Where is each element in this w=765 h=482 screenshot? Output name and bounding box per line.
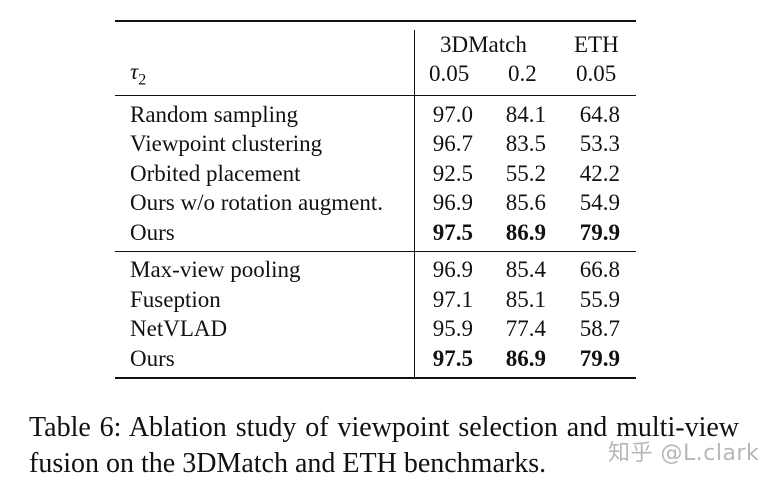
column-separator xyxy=(414,30,415,95)
value-3dmatch-005: 97.0 xyxy=(432,101,473,127)
value-3dmatch-005: 96.7 xyxy=(432,131,473,157)
value-3dmatch-02: 85.1 xyxy=(505,286,546,312)
method-name: Fuseption xyxy=(130,286,221,312)
method-name: Ours xyxy=(130,219,175,245)
value-3dmatch-02: 85.4 xyxy=(505,257,546,283)
value-3dmatch-005: 97.5 xyxy=(432,345,473,371)
method-name: Random sampling xyxy=(130,101,299,127)
ablation-table: τ2 3DMatch ETH 0.05 0.2 0.05 Random samp… xyxy=(115,20,636,379)
value-3dmatch-005: 96.9 xyxy=(432,190,473,216)
value-3dmatch-02: 55.2 xyxy=(505,160,546,186)
value-3dmatch-005: 96.9 xyxy=(432,257,473,283)
method-name: Ours w/o rotation augment. xyxy=(130,190,383,216)
value-eth-005: 54.9 xyxy=(579,190,620,216)
table-row: Orbited placement 92.5 55.2 42.2 xyxy=(115,159,636,189)
table-header: τ2 3DMatch ETH 0.05 0.2 0.05 xyxy=(115,22,636,95)
tau-label: τ2 xyxy=(130,59,146,90)
value-eth-005: 64.8 xyxy=(579,101,620,127)
method-name: Ours xyxy=(130,345,175,371)
table-caption: Table 6: Ablation study of viewpoint sel… xyxy=(29,412,739,479)
table-row: Random sampling 97.0 84.1 64.8 xyxy=(115,100,636,130)
group-header-eth: ETH xyxy=(574,32,619,57)
threshold-3dmatch-02: 0.2 xyxy=(508,61,537,86)
table-row: NetVLAD 95.9 77.4 58.7 xyxy=(115,315,636,345)
table-row-ours: Ours 97.5 86.9 79.9 xyxy=(115,344,636,374)
method-name: NetVLAD xyxy=(130,316,228,342)
value-eth-005: 53.3 xyxy=(579,131,620,157)
mid-rule-2 xyxy=(115,250,636,252)
table-row: Fuseption 97.1 85.1 55.9 xyxy=(115,285,636,315)
column-separator xyxy=(414,96,415,251)
value-3dmatch-005: 97.1 xyxy=(432,286,473,312)
value-eth-005: 79.9 xyxy=(579,219,620,245)
tau-subscript: 2 xyxy=(138,71,147,89)
value-3dmatch-02: 84.1 xyxy=(505,101,546,127)
value-eth-005: 55.9 xyxy=(579,286,620,312)
top-rule xyxy=(115,20,636,22)
mid-rule-1 xyxy=(115,95,636,96)
value-3dmatch-02: 77.4 xyxy=(505,316,546,342)
table-row: Max-view pooling 96.9 85.4 66.8 xyxy=(115,256,636,286)
column-separator xyxy=(414,251,415,377)
value-eth-005: 79.9 xyxy=(579,345,620,371)
watermark: 知乎 @L.clark xyxy=(608,441,760,466)
value-3dmatch-005: 92.5 xyxy=(432,160,473,186)
value-3dmatch-005: 97.5 xyxy=(432,219,473,245)
threshold-eth-005: 0.05 xyxy=(576,61,617,86)
table-row: Viewpoint clustering 96.7 83.5 53.3 xyxy=(115,130,636,160)
viewpoint-selection-section: Random sampling 97.0 84.1 64.8 Viewpoint… xyxy=(115,96,636,251)
table-row-ours: Ours 97.5 86.9 79.9 xyxy=(115,218,636,248)
value-eth-005: 42.2 xyxy=(579,160,620,186)
method-name: Max-view pooling xyxy=(130,257,301,283)
value-3dmatch-02: 83.5 xyxy=(505,131,546,157)
value-3dmatch-02: 86.9 xyxy=(505,219,546,245)
value-eth-005: 66.8 xyxy=(579,257,620,283)
value-eth-005: 58.7 xyxy=(579,316,620,342)
bottom-rule xyxy=(115,376,636,379)
method-name: Orbited placement xyxy=(130,160,301,186)
value-3dmatch-02: 85.6 xyxy=(505,190,546,216)
value-3dmatch-02: 86.9 xyxy=(505,345,546,371)
threshold-3dmatch-005: 0.05 xyxy=(429,61,470,86)
group-header-3dmatch: 3DMatch xyxy=(440,32,527,57)
multiview-fusion-section: Max-view pooling 96.9 85.4 66.8 Fuseptio… xyxy=(115,251,636,377)
value-3dmatch-005: 95.9 xyxy=(432,316,473,342)
table-row: Ours w/o rotation augment. 96.9 85.6 54.… xyxy=(115,189,636,219)
tau-symbol: τ xyxy=(130,59,139,84)
method-name: Viewpoint clustering xyxy=(130,131,323,157)
